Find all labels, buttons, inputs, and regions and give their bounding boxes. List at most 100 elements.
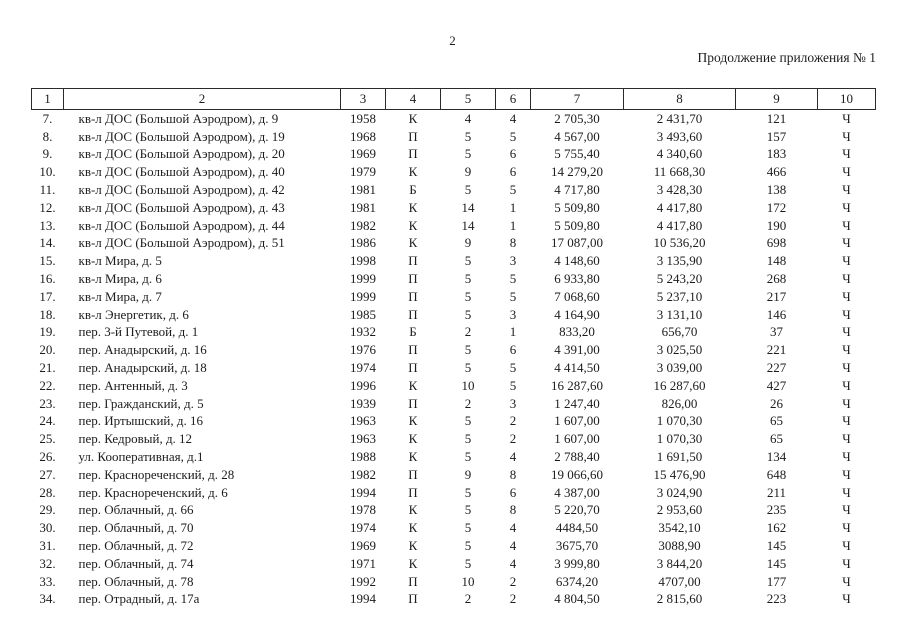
residents-cell: 190 [766, 217, 787, 233]
table-row: 7. кв-л ДОС (Большой Аэродром), д. 9 195… [32, 110, 876, 128]
table-row: 13. кв-л ДОС (Большой Аэродром), д. 44 1… [32, 217, 876, 235]
ownership-cell: Ч [842, 110, 851, 126]
entrances-cell: 8 [509, 235, 517, 251]
ownership-cell: Ч [842, 164, 851, 180]
entrances-cell: 4 [509, 449, 517, 465]
floors-cell: 10 [461, 573, 475, 589]
living-area-cell: 3 493,60 [656, 128, 703, 144]
ownership-cell: Ч [842, 449, 851, 465]
header-cell-6: 6 [495, 88, 531, 110]
residents-cell: 221 [766, 342, 787, 358]
table-row: 33. пер. Облачный, д. 78 1992 П 10 2 637… [32, 573, 876, 591]
living-area-cell: 656,70 [661, 324, 698, 340]
wall-material-cell: К [408, 520, 418, 536]
living-area-cell: 3 025,50 [656, 342, 703, 358]
table-row: 23. пер. Гражданский, д. 5 1939 П 2 3 1 … [32, 395, 876, 413]
year-built-cell: 1999 [350, 288, 376, 304]
residents-cell: 148 [766, 253, 787, 269]
row-number-cell: 19. [39, 324, 56, 340]
floors-cell: 9 [464, 235, 472, 251]
ownership-cell: Ч [842, 520, 851, 536]
total-area-cell: 4 387,00 [554, 484, 600, 500]
row-number-cell: 18. [39, 306, 56, 322]
ownership-cell: Ч [842, 413, 851, 429]
year-built-cell: 1994 [350, 591, 376, 607]
residents-cell: 145 [766, 555, 787, 571]
row-number-cell: 13. [39, 217, 56, 233]
table-row: 19. пер. 3-й Путевой, д. 1 1932 Б 2 1 83… [32, 324, 876, 342]
floors-cell: 4 [464, 110, 472, 126]
living-area-cell: 4 417,80 [656, 217, 703, 233]
row-number-cell: 20. [39, 342, 56, 358]
floors-cell: 5 [464, 484, 472, 500]
year-built-cell: 1981 [350, 182, 376, 198]
table-row: 9. кв-л ДОС (Большой Аэродром), д. 20 19… [32, 146, 876, 164]
ownership-cell: Ч [842, 591, 851, 607]
floors-cell: 5 [464, 413, 472, 429]
table-row: 10. кв-л ДОС (Большой Аэродром), д. 40 1… [32, 163, 876, 181]
living-area-cell: 3 024,90 [656, 484, 703, 500]
year-built-cell: 1979 [350, 164, 376, 180]
living-area-cell: 1 070,30 [656, 431, 703, 447]
row-number-cell: 23. [39, 395, 56, 411]
ownership-cell: Ч [842, 199, 851, 215]
year-built-cell: 1978 [350, 502, 376, 518]
row-number-cell: 31. [39, 538, 56, 554]
header-cell-3: 3 [340, 88, 386, 110]
wall-material-cell: К [408, 199, 418, 215]
row-number-cell: 10. [39, 164, 56, 180]
total-area-cell: 4 804,50 [554, 591, 600, 607]
address-cell: кв-л ДОС (Большой Аэродром), д. 51 [78, 235, 285, 251]
wall-material-cell: К [408, 413, 418, 429]
address-cell: кв-л ДОС (Большой Аэродром), д. 43 [78, 199, 285, 215]
wall-material-cell: П [408, 288, 418, 304]
entrances-cell: 4 [509, 110, 517, 126]
header-cell-9: 9 [735, 88, 818, 110]
living-area-cell: 3 428,30 [656, 182, 703, 198]
living-area-cell: 4 417,80 [656, 199, 703, 215]
ownership-cell: Ч [842, 128, 851, 144]
wall-material-cell: Б [409, 324, 417, 340]
year-built-cell: 1998 [350, 253, 376, 269]
wall-material-cell: К [408, 555, 418, 571]
wall-material-cell: К [408, 431, 418, 447]
residents-cell: 121 [766, 110, 787, 126]
row-number-cell: 33. [39, 573, 56, 589]
residents-cell: 145 [766, 538, 787, 554]
residents-cell: 26 [770, 395, 783, 411]
entrances-cell: 2 [509, 591, 517, 607]
year-built-cell: 1971 [350, 555, 376, 571]
header-cell-2: 2 [63, 88, 341, 110]
residents-cell: 235 [766, 502, 787, 518]
total-area-cell: 5 755,40 [554, 146, 600, 162]
table-row: 17. кв-л Мира, д. 7 1999 П 5 5 7 068,60 … [32, 288, 876, 306]
ownership-cell: Ч [842, 573, 851, 589]
floors-cell: 5 [464, 342, 472, 358]
residents-cell: 37 [770, 324, 783, 340]
floors-cell: 5 [464, 555, 472, 571]
living-area-cell: 16 287,60 [653, 377, 706, 393]
address-cell: пер. Кедровый, д. 12 [78, 431, 193, 447]
total-area-cell: 17 087,00 [551, 235, 603, 251]
total-area-cell: 1 247,40 [554, 395, 600, 411]
living-area-cell: 5 243,20 [656, 271, 703, 287]
total-area-cell: 833,20 [559, 324, 595, 340]
floors-cell: 5 [464, 128, 472, 144]
total-area-cell: 14 279,20 [551, 164, 603, 180]
living-area-cell: 4707,00 [658, 573, 701, 589]
ownership-cell: Ч [842, 306, 851, 322]
total-area-cell: 2 788,40 [554, 449, 600, 465]
table-row: 34. пер. Отрадный, д. 17а 1994 П 2 2 4 8… [32, 591, 876, 609]
floors-cell: 14 [461, 199, 475, 215]
floors-cell: 5 [464, 449, 472, 465]
total-area-cell: 3675,70 [555, 538, 599, 554]
address-cell: кв-л Энергетик, д. 6 [78, 306, 189, 322]
wall-material-cell: К [408, 110, 418, 126]
residents-cell: 177 [766, 573, 787, 589]
total-area-cell: 19 066,60 [551, 466, 603, 482]
total-area-cell: 4 391,00 [554, 342, 600, 358]
row-number-cell: 17. [39, 288, 56, 304]
ownership-cell: Ч [842, 502, 851, 518]
wall-material-cell: К [408, 449, 418, 465]
